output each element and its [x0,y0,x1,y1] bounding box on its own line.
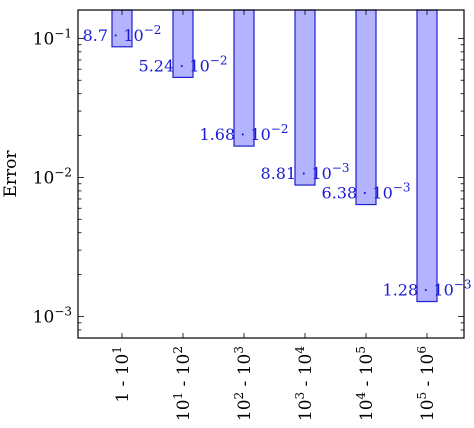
y-tick-label: 10−2 [33,165,72,188]
x-tick-label: 101 - 102 [171,346,194,421]
bar [294,9,316,186]
data-label-group: 8.7 · 10−2 5.24 · 10−2 1.68 · 10−2 8.81 · 1… [83,23,472,300]
x-tick-label: 1 - 101 [110,346,133,403]
bar-group [111,9,438,303]
x-tick-label: 102 - 103 [232,346,255,421]
data-label: 8.7 · 10−2 [83,23,162,45]
x-axis-ticks: 1 - 101 101 - 102 102 - 103 103 - 104 104 - … [110,10,438,421]
y-axis-title: Error [1,150,21,198]
bar [416,9,438,303]
x-tick-label: 103 - 104 [293,346,316,421]
data-label: 6.38 · 10−3 [322,181,411,203]
y-axis-ticks: 10−1 10−2 10−3 [33,26,464,339]
data-label: 1.28 · 10−3 [383,278,472,300]
plot-frame [77,9,465,339]
data-label: 8.81 · 10−3 [261,161,350,183]
data-label: 5.24 · 10−2 [139,53,228,75]
x-tick-label: 105 - 106 [415,346,438,421]
y-tick-label: 10−1 [33,26,72,49]
data-label: 1.68 · 10−2 [200,122,289,144]
bar [355,9,377,206]
y-tick-label: 10−3 [33,304,72,327]
x-tick-label: 104 - 105 [354,346,377,421]
